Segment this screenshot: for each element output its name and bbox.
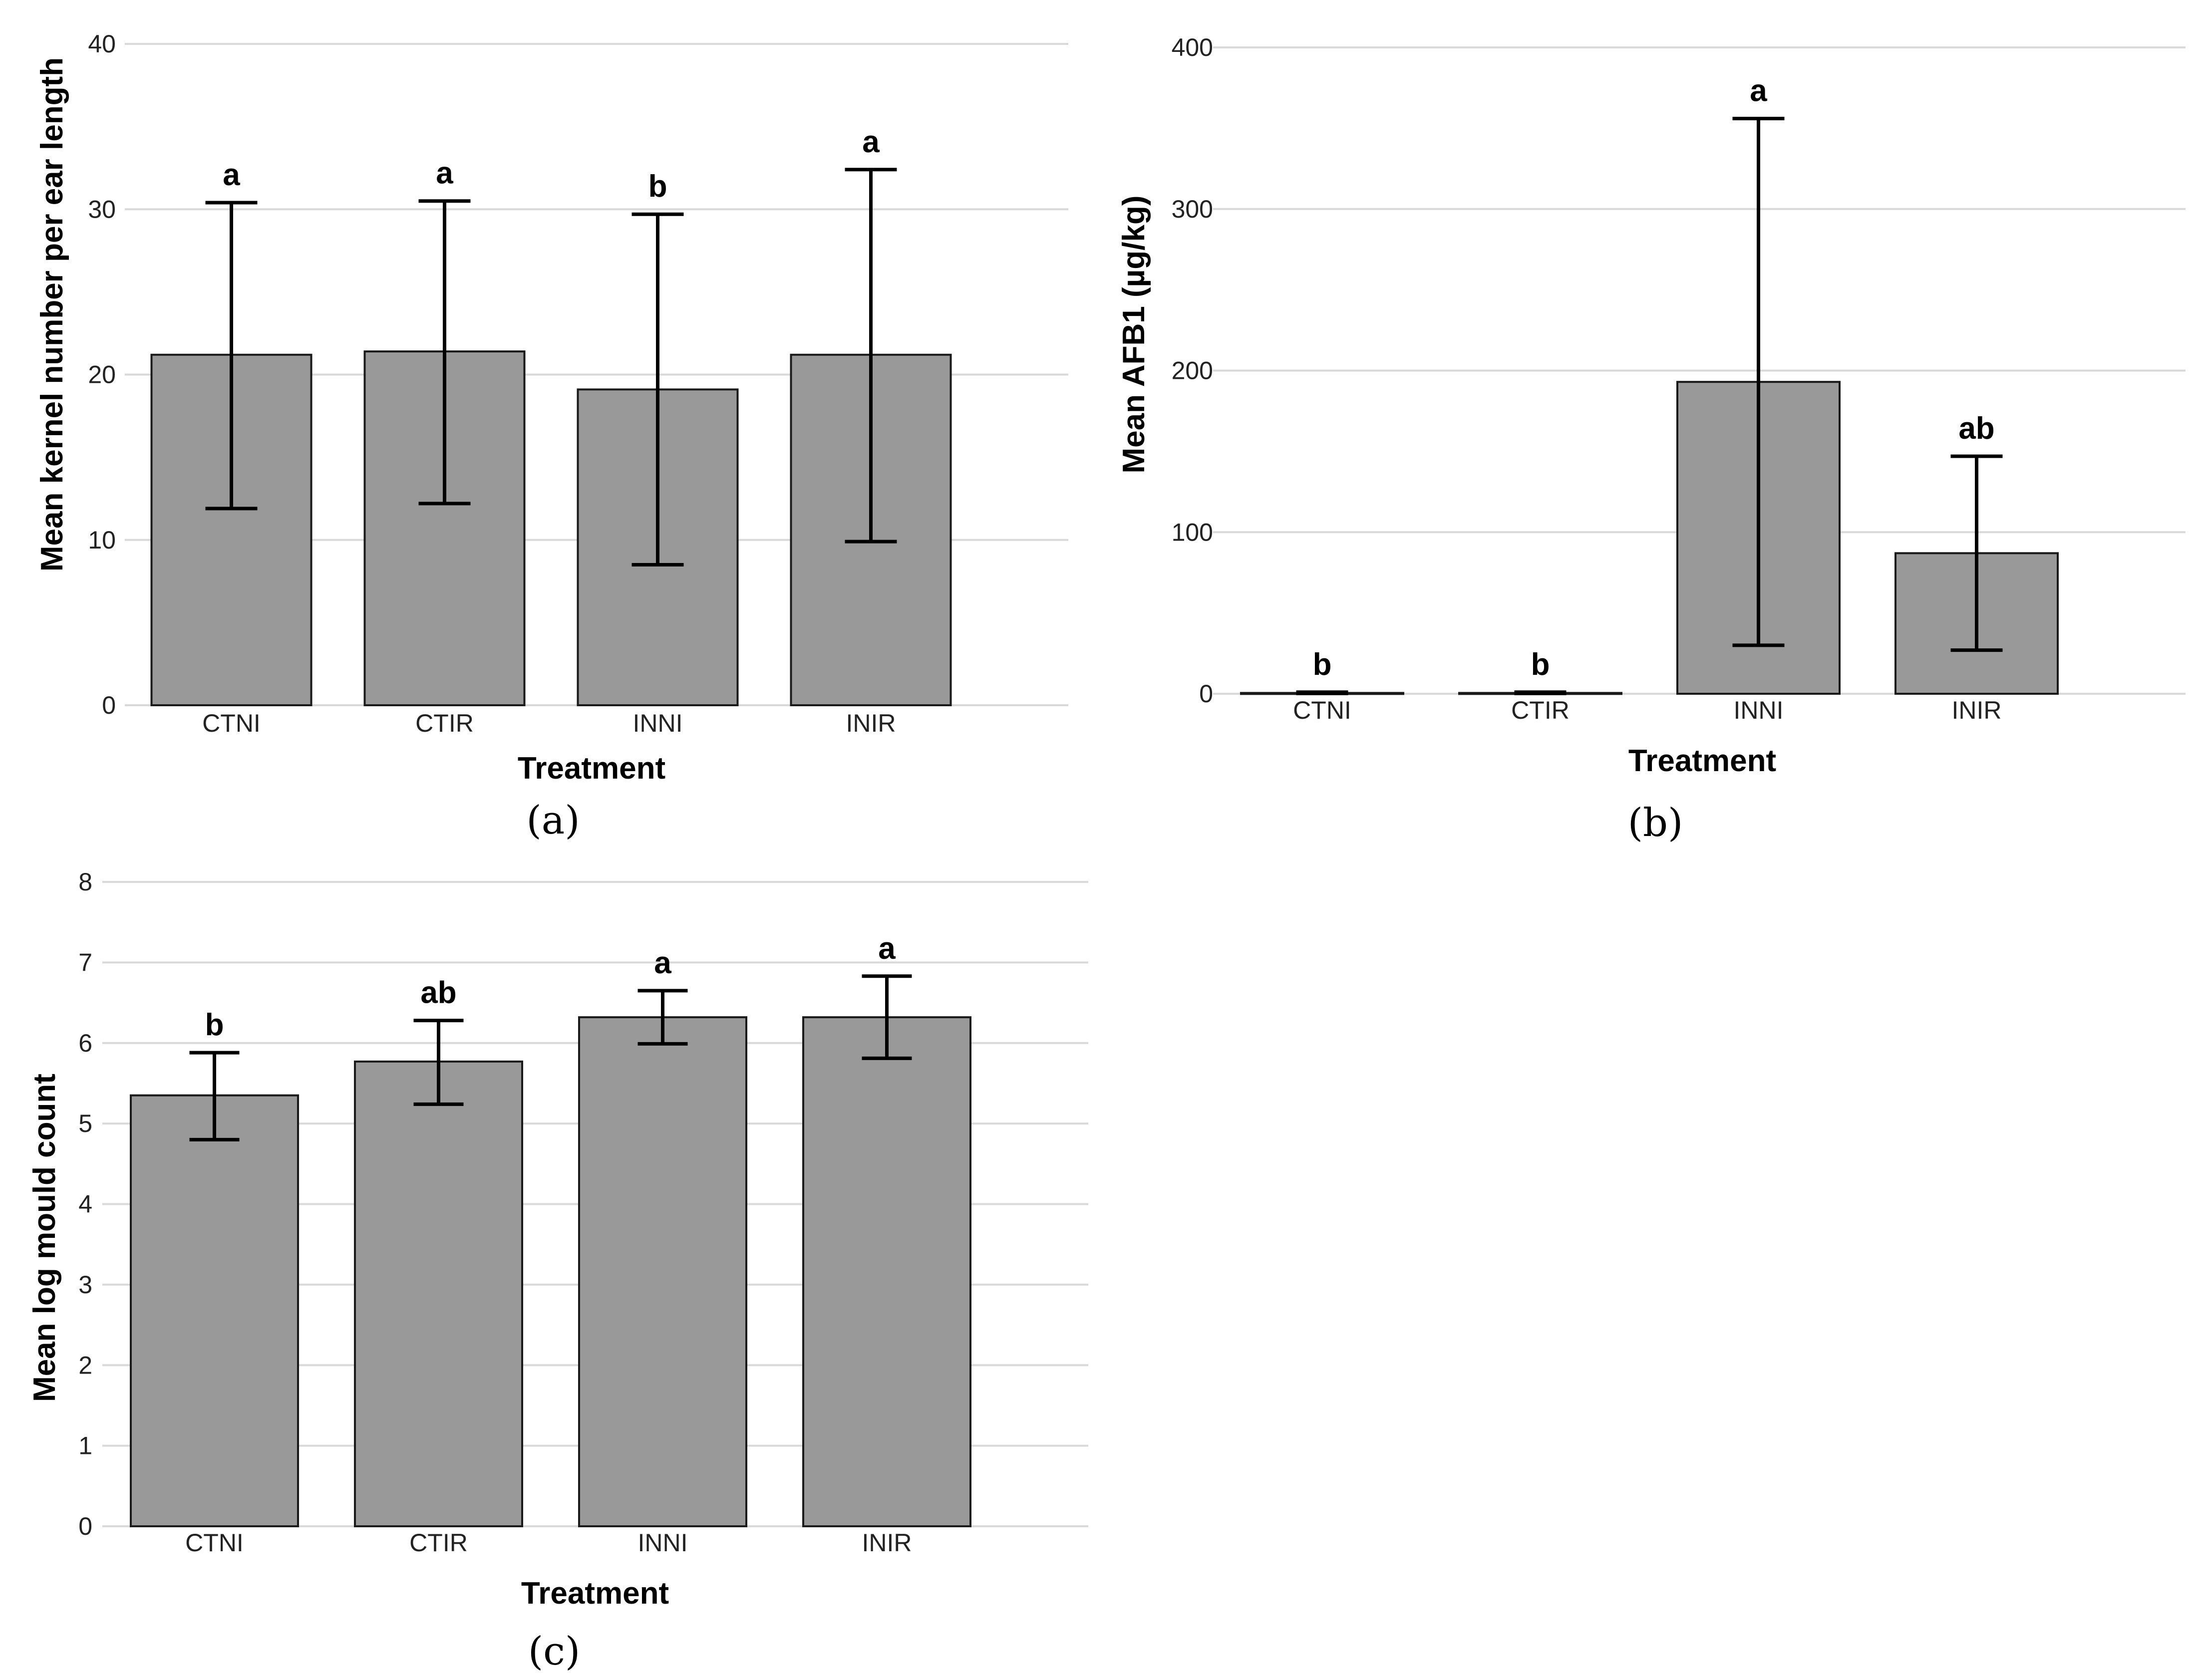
panel-b-error-bar-ctni — [1296, 690, 1348, 695]
panel-c-x-tick-label: INIR — [862, 1529, 912, 1557]
panel-c-y-tick-label: 3 — [78, 1271, 92, 1299]
panel-c-bar-ctni — [130, 1094, 299, 1528]
panel-b-caption: (b) — [1628, 801, 1683, 845]
panel-b-x-tick-label: INNI — [1734, 696, 1784, 724]
panel-c-y-tick-label: 7 — [78, 948, 92, 976]
panel-c-x-tick-label: CTNI — [185, 1529, 244, 1557]
panel-a-x-tick-label: CTIR — [415, 709, 474, 737]
panel-a-error-bar-inni — [631, 212, 684, 566]
panel-c-y-tick-label: 1 — [78, 1432, 92, 1460]
panel-c-bar-inir — [802, 1016, 971, 1527]
panel-b-error-bar-inni — [1732, 116, 1785, 647]
panel-b-x-tick-label: CTIR — [1511, 696, 1570, 724]
panel-c-y-axis-label: Mean log mould count — [27, 1074, 62, 1402]
panel-a-significance-label: a — [223, 158, 240, 192]
panel-c-chart: Mean log mould count Treatment (c) 0 1 2 3 4… — [27, 868, 1088, 1674]
panel-b-x-tick-label: INIR — [1952, 696, 2002, 724]
panel-b-significance-label: a — [1750, 73, 1767, 108]
panel-b-y-tick-label: 100 — [1172, 518, 1213, 546]
panel-a-significance-label: a — [436, 156, 453, 191]
panel-c-caption: (c) — [528, 1629, 581, 1674]
panel-c-error-bar-ctir — [413, 1019, 464, 1106]
panel-a-x-tick-label: INIR — [846, 709, 896, 737]
panel-c-significance-label: b — [205, 1008, 224, 1042]
panel-b-significance-label: ab — [1958, 411, 1994, 446]
panel-c-x-axis-label: Treatment — [521, 1576, 669, 1611]
panel-b-chart: Mean AFB1 (µg/kg) Treatment (b) 0 100 200 3… — [1117, 33, 2186, 845]
panel-a-y-tick-label: 20 — [88, 361, 116, 389]
panel-c-y-tick-label: 5 — [78, 1110, 92, 1137]
panel-c-y-tick-label: 8 — [78, 868, 92, 896]
panel-a-significance-label: b — [648, 169, 667, 204]
panel-a-caption: (a) — [526, 798, 580, 843]
panel-b-x-axis-label: Treatment — [1628, 744, 1776, 778]
panel-c-significance-label: ab — [420, 976, 456, 1010]
panel-a-x-tick-label: CTNI — [202, 709, 261, 737]
panel-a-error-bar-ctir — [418, 199, 471, 506]
panel-a-x-tick-label: INNI — [633, 709, 683, 737]
panel-b-y-tick-label: 400 — [1172, 33, 1213, 61]
panel-c-bar-ctir — [354, 1060, 523, 1527]
panel-b-y-axis-label: Mean AFB1 (µg/kg) — [1117, 195, 1151, 473]
panel-a-y-tick-label: 10 — [88, 526, 116, 554]
panel-c-x-tick-label: CTIR — [409, 1529, 468, 1557]
panel-b-error-bar-ctir — [1514, 690, 1567, 695]
panel-a-x-axis-label: Treatment — [518, 751, 665, 786]
panel-a-y-tick-label: 0 — [102, 691, 116, 719]
panel-c-y-tick-label: 6 — [78, 1029, 92, 1057]
panel-c-error-bar-inir — [862, 974, 912, 1060]
panel-a-y-tick-label: 30 — [88, 195, 116, 223]
panel-c-significance-label: a — [878, 931, 896, 966]
panel-c-bar-inni — [578, 1016, 747, 1527]
panel-a-error-bar-ctni — [205, 201, 258, 511]
panel-c-error-bar-inni — [637, 989, 688, 1046]
panel-c-x-tick-label: INNI — [638, 1529, 688, 1557]
panel-b-y-tick-label: 0 — [1199, 680, 1213, 708]
panel-b-significance-label: b — [1313, 647, 1332, 682]
panel-c-y-tick-label: 4 — [78, 1190, 92, 1218]
panel-c-significance-label: a — [654, 946, 671, 980]
panel-b-error-bar-inir — [1950, 454, 2003, 652]
panel-a-significance-label: a — [862, 125, 880, 159]
panel-a-chart: Mean kernel number per ear length Treatm… — [35, 30, 1068, 843]
panel-a-error-bar-inir — [845, 168, 897, 544]
panel-a-y-tick-label: 40 — [88, 30, 116, 58]
panel-b-y-tick-label: 200 — [1172, 357, 1213, 385]
panel-c-y-tick-label: 0 — [78, 1512, 92, 1540]
panel-b-significance-label: b — [1531, 647, 1550, 682]
panel-b-x-tick-label: CTNI — [1293, 696, 1351, 724]
panel-a-y-axis-label: Mean kernel number per ear length — [35, 57, 69, 571]
panel-c-y-tick-label: 2 — [78, 1351, 92, 1379]
panel-c-error-bar-ctni — [189, 1051, 240, 1141]
panel-b-y-tick-label: 300 — [1172, 195, 1213, 223]
